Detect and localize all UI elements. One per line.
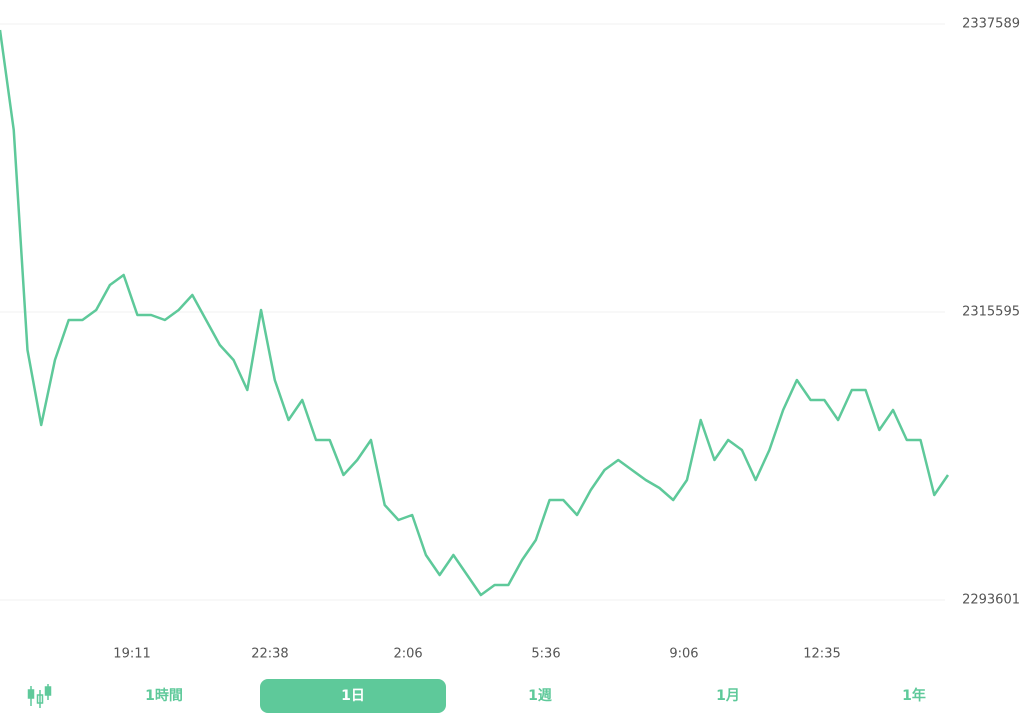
x-tick-label: 12:35: [803, 647, 840, 662]
x-tick-label: 2:06: [393, 647, 422, 662]
x-tick-label: 19:11: [113, 647, 150, 662]
x-tick-label: 22:38: [251, 647, 288, 662]
y-tick-label: 2315595: [962, 305, 1020, 320]
tab[interactable]: 1週: [528, 688, 552, 704]
x-tick-label: 9:06: [669, 647, 698, 662]
tab[interactable]: 1時間: [145, 687, 183, 704]
x-tick-label: 5:36: [531, 647, 560, 662]
candle-icon[interactable]: [27, 684, 52, 708]
tab[interactable]: 1日: [341, 688, 365, 704]
price-line: [0, 29, 950, 597]
y-tick-label: 2293601: [962, 593, 1020, 608]
tab[interactable]: 1年: [902, 687, 926, 704]
y-tick-label: 2337589: [962, 17, 1020, 32]
tab-selected-bg: [260, 679, 446, 713]
tab[interactable]: 1月: [716, 688, 740, 704]
